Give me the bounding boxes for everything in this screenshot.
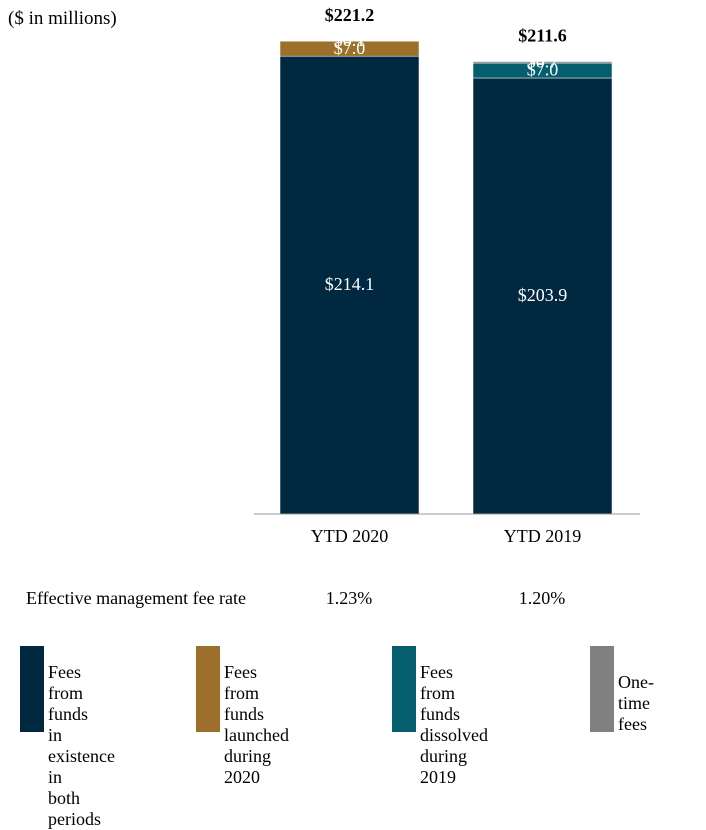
fee-rate-label: Effective management fee rate bbox=[26, 588, 246, 609]
bar-label-ytd-2020-onetime: $0.1 bbox=[334, 30, 366, 50]
x-tick-label-ytd-2019: YTD 2019 bbox=[504, 526, 582, 546]
legend-swatch-launched bbox=[196, 646, 220, 732]
fee-rate-ytd-2020: 1.23% bbox=[289, 588, 409, 609]
bar-label-ytd-2019-onetime: $0.7 bbox=[527, 51, 559, 71]
legend-swatch-onetime bbox=[590, 646, 614, 732]
x-tick-label-ytd-2020: YTD 2020 bbox=[311, 526, 389, 546]
legend-swatch-existing bbox=[20, 646, 44, 732]
bar-label-ytd-2019-existing: $203.9 bbox=[518, 285, 568, 305]
total-label-ytd-2019: $211.6 bbox=[518, 26, 567, 46]
legend-swatch-dissolved bbox=[392, 646, 416, 732]
bar-label-ytd-2020-existing: $214.1 bbox=[325, 274, 375, 294]
total-label-ytd-2020: $221.2 bbox=[325, 5, 375, 25]
fee-rate-ytd-2019: 1.20% bbox=[482, 588, 602, 609]
